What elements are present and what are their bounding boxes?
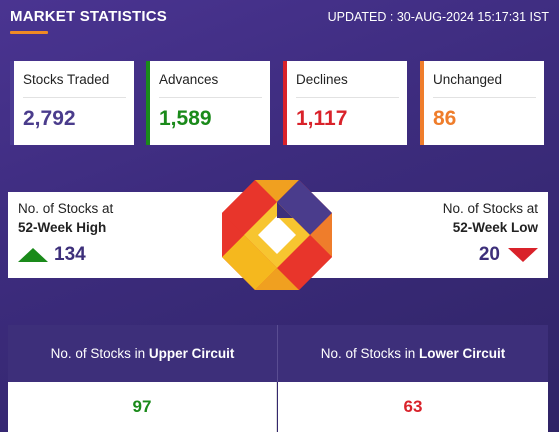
card-value: 86 [433,107,457,130]
upper-circuit-value[interactable]: 97 [8,382,277,432]
declines-card[interactable]: Declines 1,117 [283,61,407,145]
lower-circuit-prefix: No. of Stocks in [320,346,420,361]
card-divider [296,97,399,98]
card-label: Declines [296,72,348,87]
upper-circuit-header[interactable]: No. of Stocks in Upper Circuit [8,325,277,382]
lower-circuit-header[interactable]: No. of Stocks in Lower Circuit [278,325,548,382]
card-divider [159,97,262,98]
circuit-divider [277,325,278,382]
week52-high-value: 134 [54,244,86,265]
card-label: Stocks Traded [23,72,110,87]
week52-high-line2: 52-Week High [18,220,107,235]
week52-high-line1: No. of Stocks at [18,201,114,216]
updated-timestamp: UPDATED : 30-AUG-2024 15:17:31 IST [327,10,549,24]
week52-high[interactable]: No. of Stocks at 52-Week High 134 [18,200,113,266]
week52-low-line1: No. of Stocks at [442,201,538,216]
card-label: Unchanged [433,72,503,87]
upper-circuit-prefix: No. of Stocks in [50,346,149,361]
triangle-down-icon [508,248,538,262]
advances-card[interactable]: Advances 1,589 [146,61,270,145]
logo-icon [222,180,332,290]
card-divider [433,97,536,98]
card-value: 1,117 [296,107,348,130]
stocks-traded-card[interactable]: Stocks Traded 2,792 [10,61,134,145]
upper-circuit-emph: Upper Circuit [148,346,235,361]
unchanged-card[interactable]: Unchanged 86 [420,61,544,145]
circuit-table: No. of Stocks in Upper Circuit No. of St… [8,325,548,432]
card-divider [23,97,126,98]
lower-circuit-value[interactable]: 63 [278,382,548,432]
week52-low-value: 20 [478,244,500,265]
triangle-up-icon [18,248,48,262]
page-title: MARKET STATISTICS [10,8,168,25]
title-underline [10,31,48,34]
card-value: 1,589 [159,107,212,130]
week52-panel: No. of Stocks at 52-Week High 134 No. of… [8,180,548,290]
week52-low[interactable]: No. of Stocks at 52-Week Low 20 [443,200,538,266]
lower-circuit-emph: Lower Circuit [419,346,506,361]
card-label: Advances [159,72,219,87]
card-value: 2,792 [23,107,76,130]
week52-low-line2: 52-Week Low [452,220,538,235]
